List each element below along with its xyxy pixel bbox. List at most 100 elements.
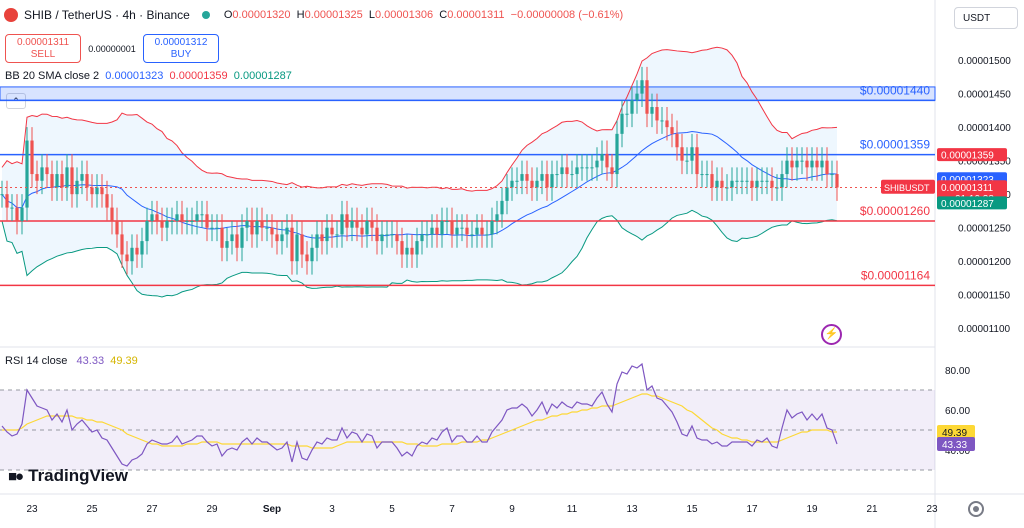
rsi-ma-value: 49.39: [110, 355, 138, 367]
settings-gear-icon[interactable]: [968, 501, 984, 517]
candle-body: [600, 153, 604, 161]
candle-body: [575, 167, 579, 175]
price-axis-badge-text: 0.00001287: [941, 199, 994, 210]
supply-zone: [0, 86, 936, 101]
price-tick-label: 0.00001500: [958, 56, 1011, 67]
bb-basis-value: 0.00001323: [105, 70, 164, 82]
candle-body: [470, 234, 474, 236]
candle-body: [455, 227, 459, 235]
candle-body: [715, 180, 719, 188]
candle-body: [50, 174, 54, 188]
tradingview-mark-icon: ■●: [8, 467, 24, 485]
candle-body: [530, 180, 534, 188]
candle-body: [250, 220, 254, 235]
candle-body: [200, 214, 204, 216]
candle-body: [190, 220, 194, 222]
candle-body: [120, 234, 124, 255]
candle-body: [130, 247, 134, 262]
candle-body: [730, 180, 734, 188]
bb-fill: [2, 47, 837, 298]
candle-body: [415, 241, 419, 255]
candle-body: [440, 220, 444, 235]
candle-body: [660, 120, 664, 122]
candle-body: [525, 174, 529, 181]
buy-button[interactable]: 0.00001312 BUY: [143, 34, 219, 63]
candle-body: [700, 174, 704, 176]
candle-body: [320, 234, 324, 242]
candle-body: [300, 234, 304, 255]
candle-body: [490, 220, 494, 235]
time-tick-label: 11: [567, 504, 578, 515]
candle-body: [20, 207, 24, 221]
candle-body: [240, 227, 244, 248]
candle-body: [785, 160, 789, 175]
candle-body: [90, 187, 94, 195]
candle-body: [215, 227, 219, 229]
symbol-badge-text: SHIBUSDT: [884, 183, 930, 193]
time-tick-label: 9: [509, 504, 515, 515]
candle-body: [645, 80, 649, 114]
candle-body: [220, 227, 224, 248]
bb-basis-line: [1, 130, 838, 239]
candle-body: [135, 247, 139, 255]
candle-body: [565, 167, 569, 175]
candle-body: [790, 160, 794, 168]
candle-body: [330, 227, 334, 235]
candle-body: [110, 207, 114, 221]
time-tick-label: 23: [26, 504, 38, 515]
candle-body: [430, 227, 434, 235]
candle-body: [275, 234, 279, 242]
candle-body: [605, 153, 609, 168]
time-tick-label: 23: [926, 504, 938, 515]
candle-body: [290, 227, 294, 262]
bb-upper-line: [1, 46, 838, 192]
candle-body: [805, 160, 809, 168]
candle-body: [505, 187, 509, 201]
candle-body: [30, 140, 34, 175]
price-axis-badge: [937, 196, 1007, 210]
price-tick-label: 0.00001100: [958, 324, 1011, 335]
candle-body: [380, 234, 384, 242]
candle-body: [690, 147, 694, 161]
bb-legend[interactable]: BB 20 SMA close 2 0.00001323 0.00001359 …: [5, 70, 292, 82]
sell-button[interactable]: 0.00001311 SELL: [5, 34, 81, 63]
candle-body: [280, 234, 284, 242]
candle-body: [175, 214, 179, 221]
rsi-legend[interactable]: RSI 14 close 43.33 49.39: [5, 355, 138, 367]
candle-body: [665, 120, 669, 128]
candle-body: [765, 180, 769, 182]
candle-body: [580, 167, 584, 169]
symbol-title[interactable]: SHIB / TetherUS · 4h · Binance: [24, 8, 190, 22]
candle-body: [675, 133, 679, 148]
candle-body: [350, 220, 354, 228]
candle-body: [150, 214, 154, 221]
candle-body: [15, 207, 19, 221]
candle-body: [745, 180, 749, 182]
candle-body: [60, 174, 64, 188]
bb-lower-line: [1, 209, 838, 298]
candle-body: [510, 180, 514, 188]
candle-body: [230, 234, 234, 242]
candle-body: [125, 254, 129, 262]
candle-body: [145, 220, 149, 242]
candle-body: [115, 220, 119, 235]
shib-logo-icon: [4, 8, 18, 22]
currency-unit-select[interactable]: USDT: [954, 7, 1018, 29]
candle-body: [835, 174, 839, 188]
time-tick-label: 25: [86, 504, 98, 515]
candle-body: [685, 160, 689, 162]
time-tick-label: 29: [206, 504, 218, 515]
level-label: $0.00001164: [861, 268, 931, 282]
lightning-icon[interactable]: ⚡: [821, 324, 842, 345]
candle-body: [25, 140, 29, 208]
candle-body: [285, 227, 289, 235]
candle-body: [95, 187, 99, 195]
candle-body: [310, 247, 314, 262]
candle-body: [315, 234, 319, 248]
time-tick-label: 3: [329, 504, 335, 515]
candle-body: [635, 93, 639, 101]
candle-body: [570, 174, 574, 176]
candle-body: [620, 113, 624, 134]
candle-body: [495, 214, 499, 221]
